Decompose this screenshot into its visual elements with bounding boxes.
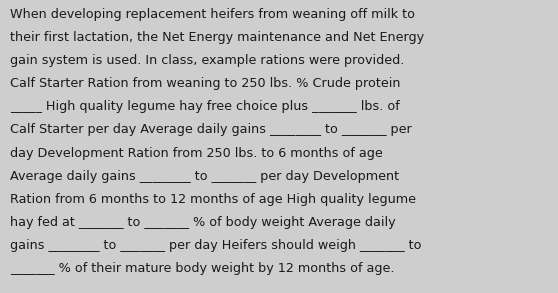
Text: _____ High quality legume hay free choice plus _______ lbs. of: _____ High quality legume hay free choic…	[10, 100, 400, 113]
Text: _______ % of their mature body weight by 12 months of age.: _______ % of their mature body weight by…	[10, 262, 395, 275]
Text: hay fed at _______ to _______ % of body weight Average daily: hay fed at _______ to _______ % of body …	[10, 216, 396, 229]
Text: Calf Starter Ration from weaning to 250 lbs. % Crude protein: Calf Starter Ration from weaning to 250 …	[10, 77, 401, 90]
Text: Calf Starter per day Average daily gains ________ to _______ per: Calf Starter per day Average daily gains…	[10, 123, 412, 137]
Text: Average daily gains ________ to _______ per day Development: Average daily gains ________ to _______ …	[10, 170, 399, 183]
Text: When developing replacement heifers from weaning off milk to: When developing replacement heifers from…	[10, 8, 415, 21]
Text: day Development Ration from 250 lbs. to 6 months of age: day Development Ration from 250 lbs. to …	[10, 146, 383, 159]
Text: Ration from 6 months to 12 months of age High quality legume: Ration from 6 months to 12 months of age…	[10, 193, 416, 206]
Text: their first lactation, the Net Energy maintenance and Net Energy: their first lactation, the Net Energy ma…	[10, 31, 424, 44]
Text: gain system is used. In class, example rations were provided.: gain system is used. In class, example r…	[10, 54, 405, 67]
Text: gains ________ to _______ per day Heifers should weigh _______ to: gains ________ to _______ per day Heifer…	[10, 239, 421, 252]
